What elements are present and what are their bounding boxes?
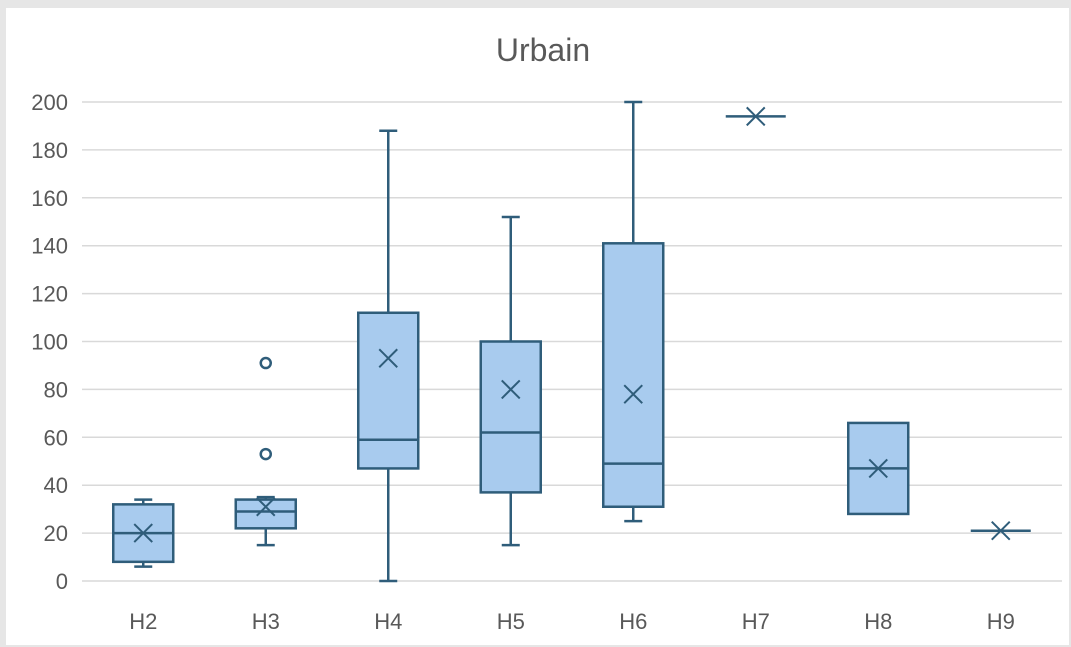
y-tick-label: 200	[31, 90, 68, 115]
chart-container: Urbain 0 20 40 60 80 100 120 140 160 180 200 H2 H3 H…	[6, 8, 1069, 645]
y-tick-label: 180	[31, 138, 68, 163]
outlier-point	[259, 447, 272, 461]
box-H8	[847, 421, 910, 516]
mean-marker	[991, 520, 1011, 541]
mean-marker	[623, 384, 643, 404]
mean-marker	[746, 106, 766, 127]
x-axis-ticks: H2 H3 H4 H5 H6 H7 H8 H9	[129, 609, 1015, 634]
chart-title: Urbain	[496, 32, 590, 68]
x-tick-label: H9	[987, 609, 1015, 634]
boxes	[112, 100, 1031, 583]
y-tick-label: 160	[31, 186, 68, 211]
box-H3	[234, 356, 297, 547]
x-tick-label: H4	[374, 609, 402, 634]
y-tick-label: 0	[56, 569, 68, 594]
box-H7	[725, 106, 786, 127]
y-tick-label: 40	[44, 473, 68, 498]
box-H9	[970, 520, 1031, 541]
y-tick-label: 60	[44, 425, 68, 450]
x-tick-label: H5	[497, 609, 525, 634]
x-tick-label: H3	[252, 609, 280, 634]
box-H6	[602, 100, 665, 523]
box-H5	[479, 215, 542, 547]
mean-marker	[133, 523, 153, 543]
mean-marker	[256, 497, 276, 517]
outlier-point	[259, 356, 272, 370]
box-iqr	[357, 311, 420, 470]
y-tick-label: 120	[31, 282, 68, 307]
mean-marker	[501, 379, 521, 400]
box-H2	[112, 498, 175, 568]
y-tick-label: 140	[31, 234, 68, 259]
box-iqr	[479, 340, 542, 494]
grid-lines	[82, 101, 1062, 582]
mean-marker	[378, 348, 398, 368]
mean-marker	[868, 458, 888, 479]
y-tick-label: 20	[44, 521, 68, 546]
box-iqr	[234, 498, 297, 530]
x-tick-label: H7	[742, 609, 770, 634]
y-axis-ticks: 0 20 40 60 80 100 120 140 160 180 200	[31, 90, 68, 594]
x-tick-label: H6	[619, 609, 647, 634]
box-H4	[357, 129, 420, 583]
y-tick-label: 100	[31, 330, 68, 355]
x-tick-label: H2	[129, 609, 157, 634]
x-tick-label: H8	[864, 609, 892, 634]
y-tick-label: 80	[44, 377, 68, 402]
box-iqr	[602, 242, 665, 509]
